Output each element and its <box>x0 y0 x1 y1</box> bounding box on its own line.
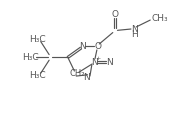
Text: +: + <box>96 56 101 61</box>
Text: H: H <box>131 30 138 39</box>
Text: O: O <box>111 10 118 19</box>
Text: N: N <box>83 72 90 82</box>
Text: O: O <box>94 42 101 51</box>
Text: H₃C: H₃C <box>29 71 45 80</box>
Text: N: N <box>79 42 86 51</box>
Text: H₃C: H₃C <box>29 35 45 44</box>
Text: CH₂: CH₂ <box>70 69 85 78</box>
Text: N: N <box>91 58 97 67</box>
Text: N: N <box>106 58 112 67</box>
Text: H₃C: H₃C <box>22 53 39 62</box>
Text: N: N <box>131 25 138 34</box>
Text: CH₃: CH₃ <box>151 14 168 23</box>
